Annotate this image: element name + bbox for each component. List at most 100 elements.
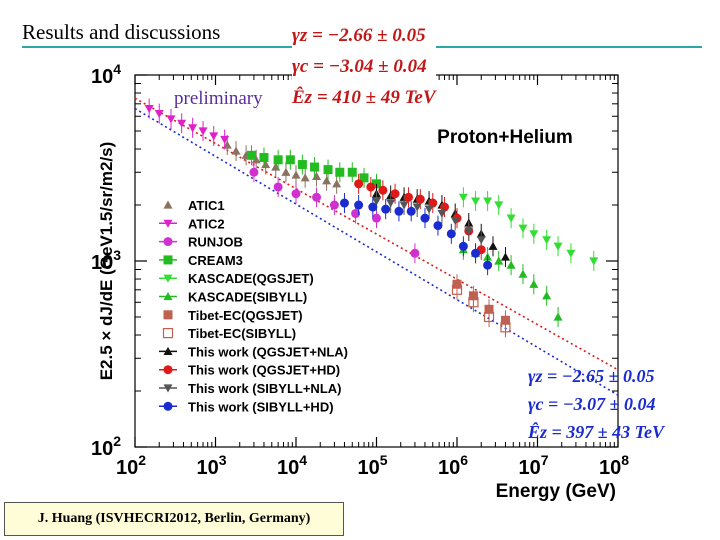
y-axis-label: E2.5 × dJ/dE (GeV1.5/sr/m2/s) <box>97 142 116 381</box>
legend-label-kascade-qgsjet: KASCADE(QGSJET) <box>188 271 314 286</box>
data-point-atic2 <box>198 127 208 136</box>
data-point-cream3 <box>297 160 307 170</box>
data-point-kascade-sibyll <box>542 291 552 300</box>
data-point-kascade-qgsjet <box>518 224 528 233</box>
fit-sibyll-gamma-c: γc = −3.07 ± 0.04 <box>528 394 656 414</box>
legend-label-atic2: ATIC2 <box>188 216 225 231</box>
legend-label-atic1: ATIC1 <box>188 198 225 213</box>
data-point-this-work-sibyll-hd <box>381 204 391 214</box>
legend-label-kascade-sibyll: KASCADE(SIBYLL) <box>188 290 307 305</box>
legend-marker-kascade-sibyll <box>163 292 173 301</box>
data-point-this-work-qgsjet-hd <box>378 185 388 195</box>
data-point-atic1 <box>322 176 332 185</box>
x-tick-label: 103 <box>196 452 226 479</box>
data-point-kascade-qgsjet <box>529 230 539 239</box>
data-point-this-work-sibyll-hd <box>406 206 416 216</box>
data-point-kascade-sibyll <box>518 269 528 278</box>
data-point-this-work-qgsjet-nla <box>488 241 498 250</box>
data-point-tibet-ec-sibyll <box>500 322 511 333</box>
data-point-this-work-sibyll-nla <box>412 203 422 212</box>
data-point-this-work-sibyll-hd <box>446 229 456 239</box>
data-point-tibet-ec-sibyll <box>451 284 463 295</box>
data-point-this-work-qgsjet-hd <box>366 182 376 192</box>
fit-params-sibyll: γz = −2.65 ± 0.05 γc = −3.07 ± 0.04 Êz =… <box>528 362 664 446</box>
data-point-runjob <box>249 167 259 177</box>
data-point-cream3 <box>335 167 345 177</box>
legend-label-this-work-sibyll-hd: This work (SIBYLL+HD) <box>188 399 334 414</box>
data-point-kascade-sibyll <box>553 312 563 321</box>
x-tick-label: 107 <box>518 452 548 479</box>
data-point-cream3 <box>323 165 333 175</box>
data-point-this-work-sibyll-hd <box>354 200 364 210</box>
legend-marker-tibet-ec-qgsjet <box>163 310 173 320</box>
data-point-cream3 <box>273 155 283 165</box>
chart-annotation: preliminary <box>174 88 263 109</box>
data-point-this-work-sibyll-nla <box>372 197 381 206</box>
data-point-this-work-sibyll-hd <box>368 202 378 212</box>
data-point-kascade-qgsjet <box>494 201 504 210</box>
legend-marker-this-work-qgsjet-hd <box>163 365 173 375</box>
data-point-atic2 <box>166 115 176 124</box>
data-point-runjob <box>372 213 381 223</box>
data-point-this-work-sibyll-hd <box>433 221 443 231</box>
fit-sibyll-ez: Êz = 397 ± 43 TeV <box>528 422 664 442</box>
data-point-atic1 <box>231 146 241 155</box>
data-point-atic1 <box>291 170 301 179</box>
credit-box: J. Huang (ISVHECRI2012, Berlin, Germany) <box>4 502 344 536</box>
data-point-runjob <box>273 182 283 192</box>
data-point-this-work-sibyll-nla <box>386 199 396 208</box>
legend-marker-kascade-qgsjet <box>163 274 173 283</box>
data-point-this-work-qgsjet-hd <box>428 198 438 208</box>
legend-marker-runjob <box>163 237 173 247</box>
data-point-this-work-qgsjet-hd <box>390 189 400 199</box>
data-point-kascade-qgsjet <box>506 214 516 223</box>
data-point-runjob <box>312 192 322 202</box>
data-point-kascade-qgsjet <box>553 242 563 251</box>
data-point-tibet-ec-sibyll <box>483 311 495 323</box>
data-point-runjob <box>410 248 420 258</box>
legend-marker-cream3 <box>163 255 173 265</box>
fit-hd-gamma-z: γz = −2.66 ± 0.05 <box>292 25 426 46</box>
data-point-cream3 <box>285 155 295 165</box>
x-tick-label: 108 <box>599 452 629 479</box>
data-point-cream3 <box>347 167 357 177</box>
data-point-atic1 <box>300 173 310 182</box>
data-point-this-work-sibyll-nla <box>464 227 474 236</box>
data-point-runjob <box>291 189 301 199</box>
data-point-cream3 <box>259 153 269 163</box>
data-point-atic2 <box>144 104 154 114</box>
fit-sibyll-gamma-z: γz = −2.65 ± 0.05 <box>528 366 655 386</box>
legend-marker-this-work-sibyll-hd <box>163 401 173 411</box>
x-axis-label: Energy (GeV) <box>496 481 616 502</box>
fit-line-hd <box>134 97 619 371</box>
data-point-this-work-qgsjet-hd <box>415 194 425 204</box>
data-point-cream3 <box>310 162 320 172</box>
data-point-atic1 <box>281 167 291 176</box>
legend-marker-this-work-sibyll-nla <box>163 384 173 393</box>
data-point-atic1 <box>332 179 342 188</box>
data-point-this-work-sibyll-hd <box>394 206 404 216</box>
data-point-atic1 <box>261 160 271 169</box>
data-point-kascade-qgsjet <box>483 197 493 206</box>
slide-title: Results and discussions <box>22 20 221 44</box>
legend-label-tibet-ec-sibyll: Tibet-EC(SIBYLL) <box>188 326 296 341</box>
data-point-kascade-qgsjet <box>471 197 481 206</box>
data-point-kascade-qgsjet <box>589 257 599 266</box>
data-point-atic2 <box>177 119 187 128</box>
data-point-atic1 <box>251 155 261 164</box>
data-point-atic2 <box>209 132 219 141</box>
legend-marker-atic1 <box>163 200 173 209</box>
data-point-cream3 <box>359 173 369 183</box>
data-point-this-work-sibyll-nla <box>476 236 486 245</box>
legend-label-cream3: CREAM3 <box>188 253 243 268</box>
fit-hd-ez: Êz = 410 ± 49 TeV <box>292 87 436 108</box>
data-point-this-work-sibyll-nla <box>450 216 460 226</box>
data-point-kascade-sibyll <box>494 256 504 265</box>
data-point-atic2 <box>154 110 164 119</box>
fit-hd-gamma-c: γc = −3.04 ± 0.04 <box>292 56 427 77</box>
data-point-this-work-sibyll-hd <box>420 213 430 223</box>
data-point-cream3 <box>246 150 256 160</box>
legend-marker-this-work-qgsjet-nla <box>163 346 173 355</box>
legend-label-this-work-qgsjet-hd: This work (QGSJET+HD) <box>188 363 340 378</box>
